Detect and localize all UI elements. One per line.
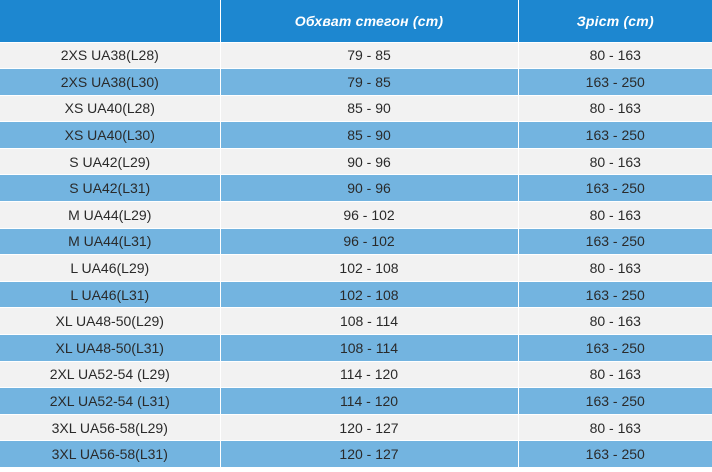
- table-row: L UA46(L29) 102 - 108 80 - 163: [0, 254, 712, 282]
- table-row: XS UA40(L28) 85 - 90 80 - 163: [0, 95, 712, 123]
- size-cell: S UA42(L29): [0, 148, 221, 176]
- hip-girth-cell: 79 - 85: [220, 42, 519, 70]
- hip-girth-cell: 108 - 114: [220, 334, 519, 362]
- hip-girth-cell: 90 - 96: [220, 174, 519, 203]
- header-hip-girth: Обхват стегон (cm): [220, 0, 519, 43]
- table-row: 3XL UA56-58(L29) 120 - 127 80 - 163: [0, 414, 712, 442]
- size-cell: 2XS UA38(L30): [0, 68, 221, 96]
- height-cell: 163 - 250: [518, 121, 712, 149]
- hip-girth-cell: 96 - 102: [220, 201, 519, 229]
- size-cell: 3XL UA56-58(L29): [0, 414, 221, 442]
- table-row: 3XL UA56-58(L31) 120 - 127 163 - 250: [0, 440, 712, 468]
- size-cell: 2XS UA38(L28): [0, 42, 221, 70]
- header-row: Обхват стегон (cm) Зріст (cm): [0, 0, 712, 43]
- size-cell: 3XL UA56-58(L31): [0, 440, 221, 468]
- table-row: 2XS UA38(L30) 79 - 85 163 - 250: [0, 68, 712, 96]
- height-cell: 80 - 163: [518, 254, 712, 282]
- hip-girth-cell: 120 - 127: [220, 414, 519, 442]
- height-cell: 80 - 163: [518, 414, 712, 442]
- size-cell: L UA46(L31): [0, 281, 221, 309]
- size-cell: S UA42(L31): [0, 174, 221, 203]
- table-row: M UA44(L29) 96 - 102 80 - 163: [0, 201, 712, 229]
- hip-girth-cell: 108 - 114: [220, 307, 519, 336]
- table-row: XL UA48-50(L29) 108 - 114 80 - 163: [0, 307, 712, 336]
- hip-girth-cell: 102 - 108: [220, 254, 519, 282]
- hip-girth-cell: 85 - 90: [220, 121, 519, 149]
- hip-girth-cell: 85 - 90: [220, 95, 519, 123]
- table-row: 2XL UA52-54 (L31) 114 - 120 163 - 250: [0, 387, 712, 415]
- table-row: 2XL UA52-54 (L29) 114 - 120 80 - 163: [0, 361, 712, 389]
- table-row: 2XS UA38(L28) 79 - 85 80 - 163: [0, 42, 712, 70]
- hip-girth-cell: 96 - 102: [220, 228, 519, 256]
- height-cell: 163 - 250: [518, 440, 712, 468]
- hip-girth-cell: 90 - 96: [220, 148, 519, 176]
- height-cell: 163 - 250: [518, 281, 712, 309]
- height-cell: 80 - 163: [518, 95, 712, 123]
- size-cell: L UA46(L29): [0, 254, 221, 282]
- size-cell: 2XL UA52-54 (L31): [0, 387, 221, 415]
- size-cell: 2XL UA52-54 (L29): [0, 361, 221, 389]
- hip-girth-cell: 114 - 120: [220, 387, 519, 415]
- table-row: L UA46(L31) 102 - 108 163 - 250: [0, 281, 712, 309]
- header-height: Зріст (cm): [518, 0, 712, 43]
- table-row: S UA42(L31) 90 - 96 163 - 250: [0, 174, 712, 203]
- height-cell: 80 - 163: [518, 361, 712, 389]
- height-cell: 163 - 250: [518, 68, 712, 96]
- height-cell: 80 - 163: [518, 42, 712, 70]
- size-cell: XL UA48-50(L31): [0, 334, 221, 362]
- hip-girth-cell: 120 - 127: [220, 440, 519, 468]
- header-size: [0, 0, 221, 43]
- height-cell: 80 - 163: [518, 307, 712, 336]
- size-cell: XS UA40(L30): [0, 121, 221, 149]
- hip-girth-cell: 114 - 120: [220, 361, 519, 389]
- size-cell: XL UA48-50(L29): [0, 307, 221, 336]
- size-cell: M UA44(L31): [0, 228, 221, 256]
- height-cell: 163 - 250: [518, 174, 712, 203]
- table-row: S UA42(L29) 90 - 96 80 - 163: [0, 148, 712, 176]
- height-cell: 80 - 163: [518, 148, 712, 176]
- table-row: XL UA48-50(L31) 108 - 114 163 - 250: [0, 334, 712, 362]
- table-row: XS UA40(L30) 85 - 90 163 - 250: [0, 121, 712, 149]
- height-cell: 163 - 250: [518, 387, 712, 415]
- size-cell: M UA44(L29): [0, 201, 221, 229]
- height-cell: 80 - 163: [518, 201, 712, 229]
- height-cell: 163 - 250: [518, 228, 712, 256]
- table-row: M UA44(L31) 96 - 102 163 - 250: [0, 228, 712, 256]
- size-cell: XS UA40(L28): [0, 95, 221, 123]
- hip-girth-cell: 79 - 85: [220, 68, 519, 96]
- height-cell: 163 - 250: [518, 334, 712, 362]
- hip-girth-cell: 102 - 108: [220, 281, 519, 309]
